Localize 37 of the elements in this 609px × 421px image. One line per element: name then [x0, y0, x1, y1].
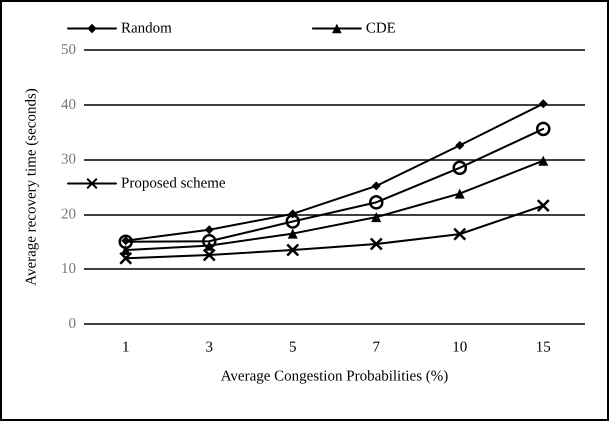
x-axis-title: Average Congestion Probabilities (%)	[220, 368, 448, 384]
point	[286, 214, 300, 229]
point	[538, 156, 548, 166]
point	[202, 248, 216, 262]
y-axis-title: Average recovery time (seconds)	[24, 88, 40, 286]
x-tick-label: 15	[536, 340, 551, 356]
y-tick-label: 50	[61, 42, 76, 58]
point	[202, 234, 216, 248]
x-tick-label: 5	[289, 340, 296, 356]
y-tick-label: 30	[61, 152, 76, 168]
x-tick-label: 3	[206, 340, 213, 356]
x-tick-label: 10	[452, 340, 468, 356]
y-tick-label: 0	[68, 316, 76, 332]
point	[369, 195, 384, 210]
point	[288, 228, 298, 239]
x-tick-label: 1	[122, 340, 130, 356]
legend-label: Random	[121, 20, 172, 36]
point	[453, 227, 466, 241]
legend-label: CDE	[366, 20, 396, 36]
point	[204, 225, 214, 234]
point	[454, 188, 465, 199]
point	[119, 251, 132, 265]
y-tick-label: 40	[61, 96, 76, 113]
point	[455, 140, 464, 150]
point	[370, 237, 383, 251]
point	[372, 181, 381, 190]
point	[452, 160, 467, 176]
point	[536, 198, 550, 212]
point	[118, 234, 133, 250]
legend-label: Proposed scheme	[121, 176, 226, 192]
y-tick-label: 20	[61, 206, 76, 222]
point	[286, 243, 300, 257]
y-tick-label: 10	[61, 261, 76, 278]
point	[536, 122, 550, 136]
point	[538, 99, 548, 108]
point	[371, 212, 382, 222]
x-tick-label: 7	[372, 340, 380, 356]
